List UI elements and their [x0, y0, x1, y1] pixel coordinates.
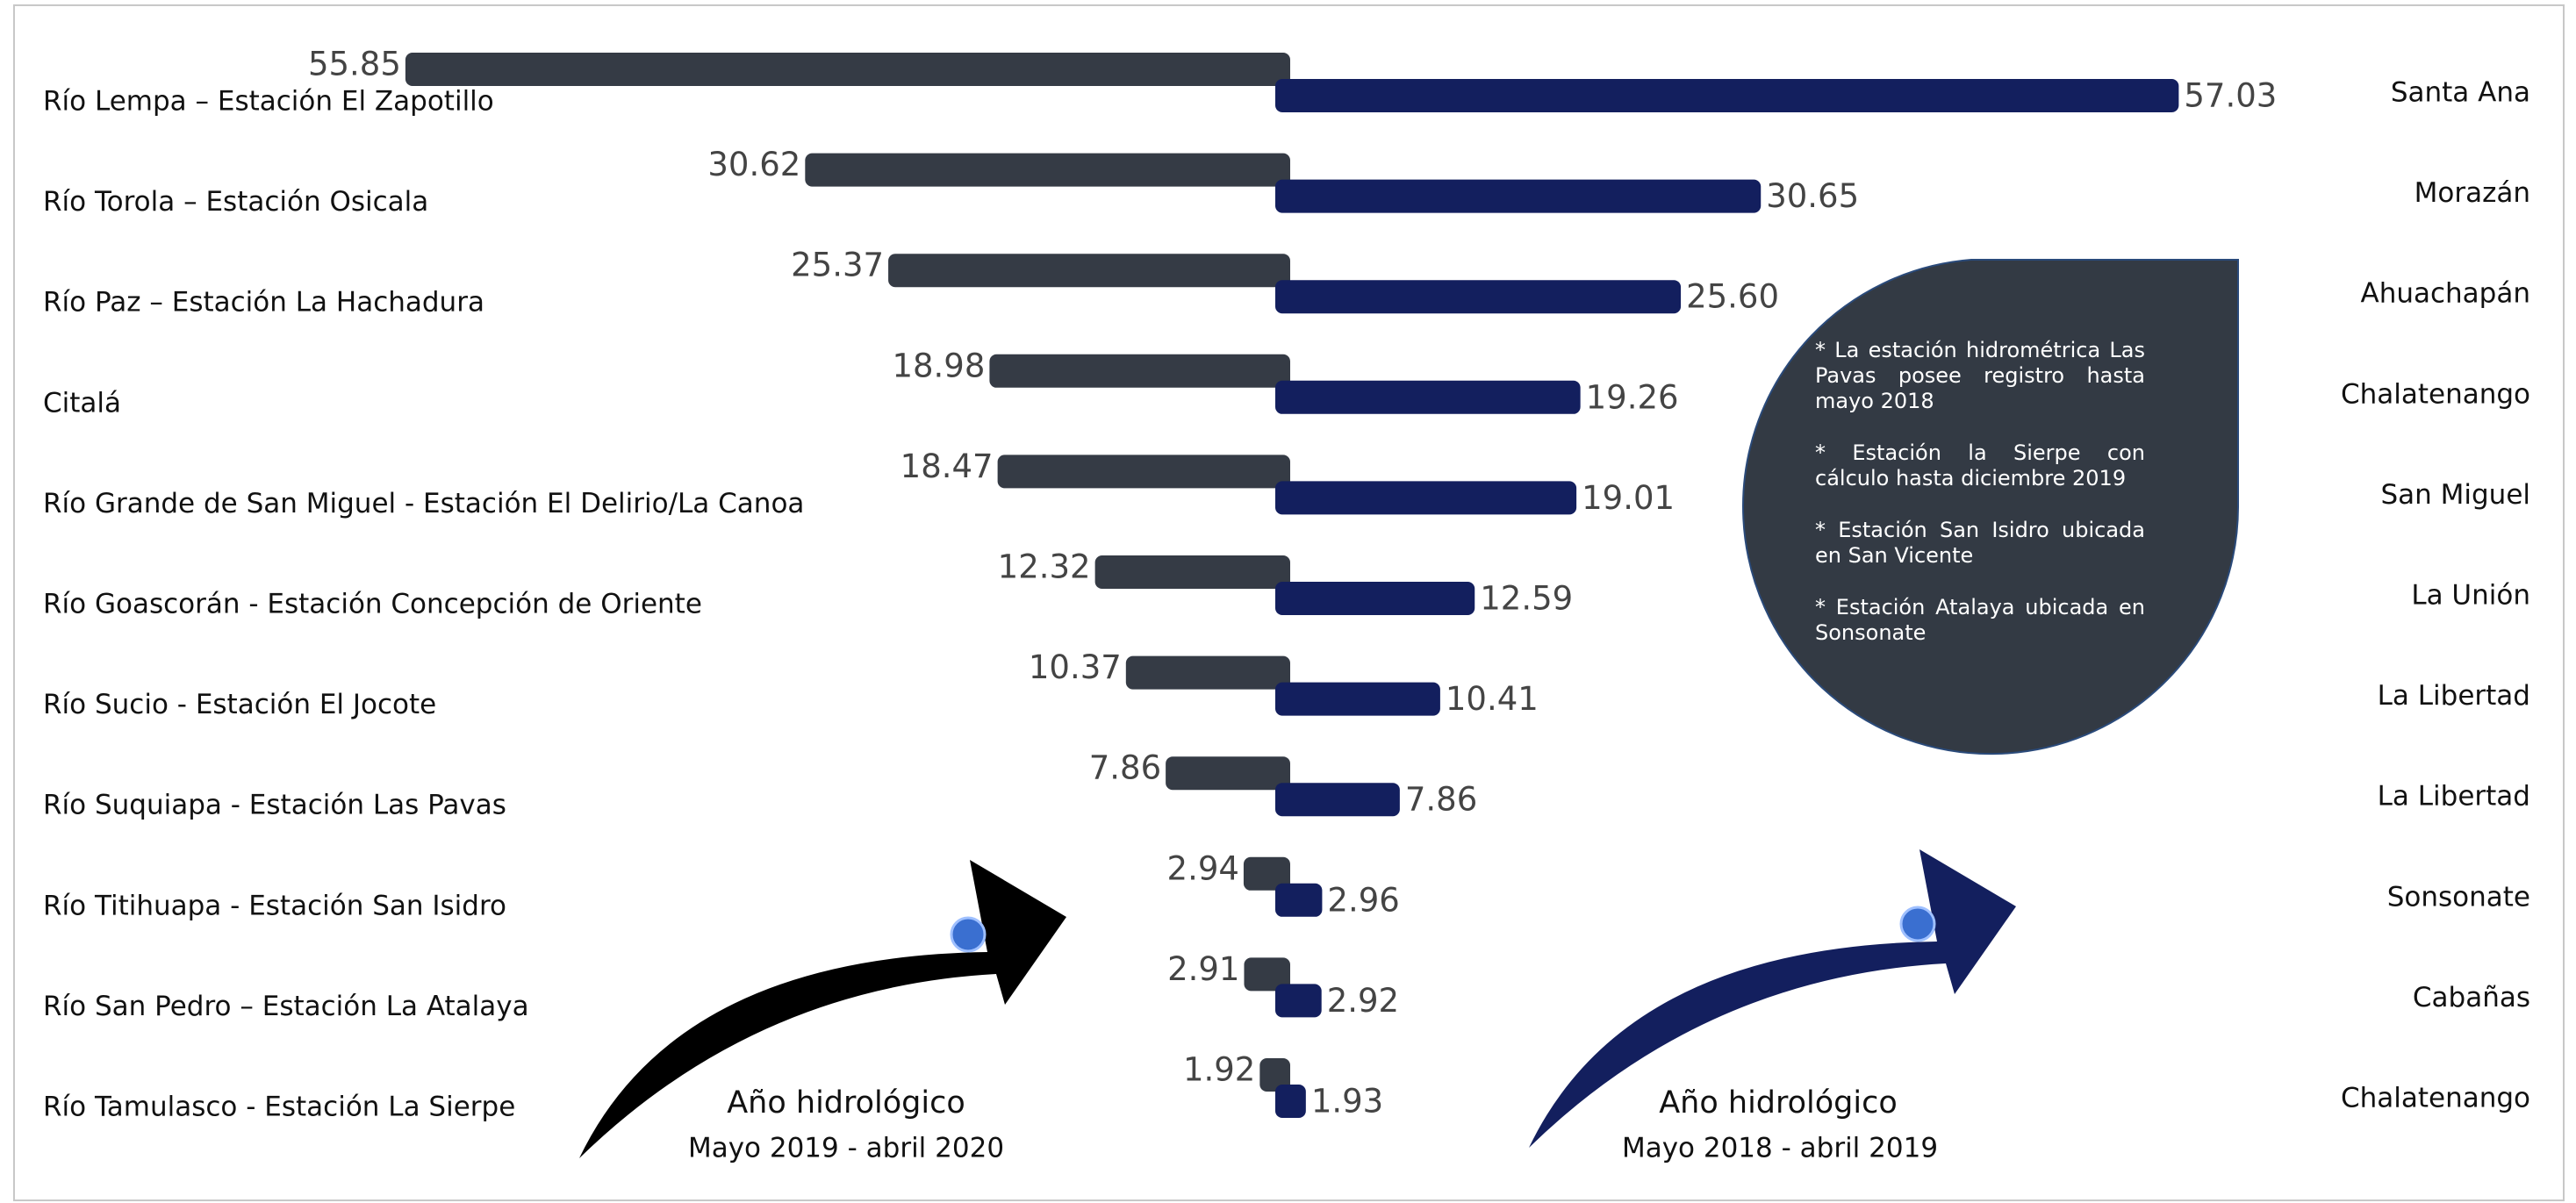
- bar: [1275, 682, 1440, 716]
- department-label: Cabañas: [2413, 982, 2530, 1013]
- bar: [989, 354, 1290, 388]
- value-label: 12.59: [1480, 580, 1573, 618]
- bar: [805, 153, 1290, 187]
- category-label: Río Sucio - Estación El Jocote: [43, 689, 436, 720]
- bar: [1275, 984, 1322, 1018]
- department-label: San Miguel: [2380, 479, 2530, 511]
- department-label: Chalatenango: [2341, 378, 2530, 410]
- bar: [1244, 957, 1290, 992]
- value-label: 18.98: [892, 347, 985, 384]
- bar: [1243, 856, 1290, 891]
- category-label: Río Suquiapa - Estación Las Pavas: [43, 790, 506, 821]
- bar: [1125, 655, 1290, 690]
- value-label: 7.86: [1089, 749, 1161, 787]
- category-label: Río Tamulasco - Estación La Sierpe: [43, 1092, 515, 1123]
- category-label: Río Torola – Estación Osicala: [43, 186, 428, 218]
- bar: [1275, 179, 1762, 213]
- value-label: 7.86: [1405, 781, 1477, 819]
- bar: [1166, 756, 1290, 791]
- value-label: 2.96: [1327, 881, 1399, 919]
- bar: [1275, 79, 2179, 112]
- value-label: 57.03: [2184, 77, 2277, 115]
- arrow-right: [1529, 849, 2016, 1148]
- note: * La estación hidrométrica Las Pavas pos…: [1815, 338, 2145, 413]
- bar: [1275, 883, 1323, 917]
- value-label: 1.93: [1311, 1083, 1383, 1121]
- department-label: Chalatenango: [2341, 1083, 2530, 1114]
- category-label: Río Lempa – Estación El Zapotillo: [43, 86, 494, 118]
- bar: [1275, 280, 1682, 314]
- legend-entry: Mayo 2019 - abril 2020: [688, 1133, 1004, 1164]
- value-label: 19.01: [1582, 479, 1675, 517]
- note-box: [1742, 259, 2239, 755]
- value-label: 12.32: [998, 548, 1091, 586]
- department-label: Sonsonate: [2387, 881, 2530, 913]
- bar: [888, 254, 1290, 288]
- frame: [13, 4, 2565, 1201]
- department-label: Santa Ana: [2391, 77, 2530, 109]
- note: * Estación Atalaya ubicada en Sonsonate: [1815, 595, 2145, 645]
- value-label: 2.92: [1327, 982, 1399, 1020]
- department-label: Morazán: [2415, 177, 2530, 209]
- value-label: 30.65: [1766, 177, 1859, 215]
- department-label: La Unión: [2411, 580, 2530, 612]
- bar: [1275, 481, 1577, 515]
- category-label: Río Paz – Estación La Hachadura: [43, 287, 484, 319]
- bar: [1275, 582, 1475, 615]
- department-label: La Libertad: [2378, 781, 2530, 813]
- legend-heading: Año hidrológico: [727, 1085, 965, 1121]
- value-label: 18.47: [901, 448, 994, 485]
- notes: * La estación hidrométrica Las Pavas pos…: [1815, 338, 2145, 672]
- department-label: La Libertad: [2378, 680, 2530, 712]
- value-label: 10.37: [1029, 648, 1122, 686]
- note: * Estación San Isidro ubicada en San Vic…: [1815, 518, 2145, 568]
- note: * Estación la Sierpe con cálculo hasta d…: [1815, 440, 2145, 491]
- bar: [1275, 380, 1581, 414]
- value-label: 25.60: [1686, 278, 1779, 316]
- bar: [1275, 1085, 1306, 1118]
- value-label: 55.85: [308, 46, 401, 83]
- category-label: Río Goascorán - Estación Concepción de O…: [43, 589, 702, 620]
- category-label: Río San Pedro – Estación La Atalaya: [43, 991, 529, 1022]
- legend-heading: Año hidrológico: [1659, 1085, 1898, 1121]
- value-label: 10.41: [1446, 680, 1539, 718]
- bar: [405, 53, 1291, 86]
- value-label: 2.94: [1167, 849, 1239, 887]
- bar: [997, 455, 1290, 489]
- arrow-left: [579, 860, 1066, 1158]
- value-label: 25.37: [791, 247, 884, 284]
- value-label: 19.26: [1586, 378, 1679, 416]
- category-label: Río Grande de San Miguel - Estación El D…: [43, 488, 804, 519]
- value-label: 30.62: [707, 146, 800, 183]
- department-label: Ahuachapán: [2360, 278, 2530, 310]
- value-label: 1.92: [1183, 1051, 1255, 1089]
- bar: [1094, 555, 1290, 589]
- bar: [1259, 1058, 1290, 1092]
- value-label: 2.91: [1167, 950, 1239, 988]
- bar: [1275, 783, 1400, 817]
- category-label: Río Titihuapa - Estación San Isidro: [43, 890, 506, 921]
- legend-entry: Mayo 2018 - abril 2019: [1622, 1133, 1938, 1164]
- category-label: Citalá: [43, 387, 121, 419]
